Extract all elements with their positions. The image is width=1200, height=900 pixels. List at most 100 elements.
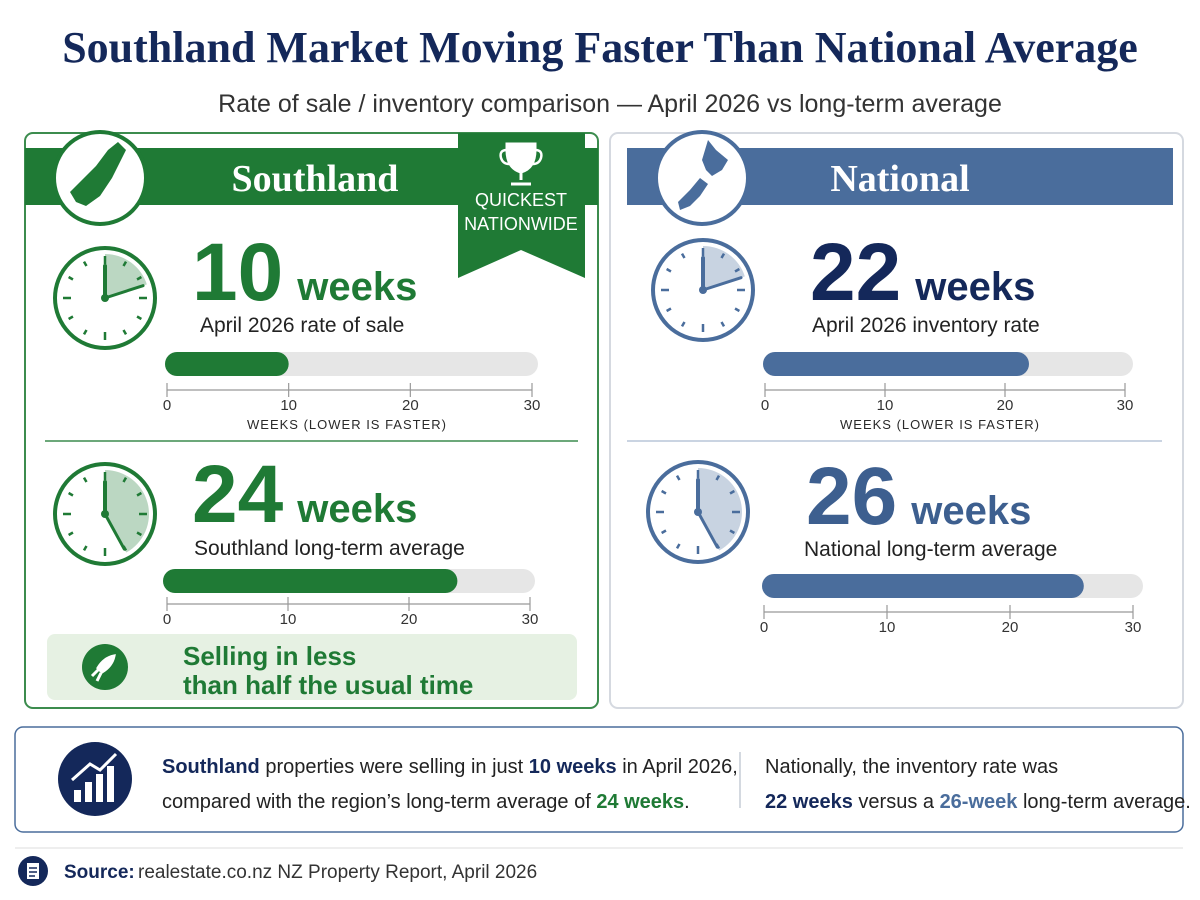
- metric-label: April 2026 rate of sale: [200, 314, 404, 337]
- clock-tick: [136, 531, 142, 537]
- x-tick-label: 30: [1117, 397, 1134, 414]
- clock-center: [699, 286, 707, 294]
- clock-tick: [720, 253, 726, 259]
- axis-label: WEEKS (LOWER IS FASTER): [840, 417, 1040, 432]
- clock-hand: [103, 512, 126, 551]
- clock-tick: [661, 489, 667, 495]
- callout: Selling in less than half the usual time: [47, 634, 577, 700]
- bar: [763, 352, 1029, 376]
- summary-text: 10 weeks: [529, 756, 617, 778]
- gauge: 22 weeks April 2026 inventory rate 0 10 20 30 W…: [651, 227, 1134, 432]
- clock-center: [101, 294, 109, 302]
- summary-text: long-term average.: [1017, 791, 1190, 813]
- clock-tick: [661, 529, 667, 535]
- clock-tick: [680, 253, 686, 259]
- x-tick-label: 0: [761, 397, 769, 414]
- gauge: 24 weeks Southland long-term average 0 10 20 3…: [53, 449, 539, 628]
- clock-tick: [136, 315, 142, 321]
- clock-tick: [734, 307, 740, 313]
- clock-tick: [122, 477, 128, 483]
- metric-label: Southland long-term average: [194, 537, 465, 560]
- clock-hand: [701, 276, 743, 292]
- clock-tick: [68, 275, 74, 281]
- clock-tick: [136, 491, 142, 497]
- bar: [762, 574, 1084, 598]
- clock-tick: [68, 491, 74, 497]
- x-tick-label: 30: [522, 611, 539, 628]
- summary-text: in April 2026,: [617, 756, 738, 778]
- bar: [163, 569, 458, 593]
- x-tick-label: 10: [879, 619, 896, 636]
- southland-panel: [24, 132, 599, 709]
- axis-label: WEEKS (LOWER IS FASTER): [247, 417, 447, 432]
- summary-text: properties were selling in just: [260, 756, 529, 778]
- x-tick-label: 30: [1125, 619, 1142, 636]
- x-tick-label: 10: [280, 611, 297, 628]
- clock-tick: [68, 531, 74, 537]
- unit-label: weeks: [296, 265, 417, 309]
- callout-text: Selling in less: [183, 641, 356, 671]
- x-tick-label: 0: [163, 397, 171, 414]
- clock-tick: [680, 321, 686, 327]
- clock-tick: [82, 329, 88, 335]
- clock-tick: [666, 267, 672, 273]
- badge-text: QUICKEST: [475, 190, 567, 210]
- clock-tick: [82, 477, 88, 483]
- callout-text: than half the usual time: [183, 670, 473, 700]
- subtitle: Rate of sale / inventory comparison — Ap…: [218, 90, 1002, 118]
- summary-line: Southland properties were selling in jus…: [162, 756, 738, 778]
- value-label: 26: [806, 451, 897, 542]
- clock-tick: [68, 315, 74, 321]
- clock-tick: [82, 545, 88, 551]
- x-tick-label: 20: [1002, 619, 1019, 636]
- x-tick-label: 20: [997, 397, 1014, 414]
- clock-tick: [122, 329, 128, 335]
- x-tick-label: 10: [280, 397, 297, 414]
- badge: QUICKEST NATIONWIDE: [458, 133, 585, 278]
- x-tick-label: 20: [402, 397, 419, 414]
- clock-hand: [103, 284, 145, 300]
- national-map-icon: [654, 130, 750, 226]
- summary-text: versus a: [853, 791, 940, 813]
- summary-text: 26-week: [940, 791, 1019, 813]
- x-tick-label: 0: [163, 611, 171, 628]
- bar: [165, 352, 289, 376]
- gauge: 26 weeks National long-term average 0 10 20 30: [646, 451, 1143, 636]
- clock-hand: [696, 510, 719, 549]
- summary-icon: [58, 742, 132, 816]
- source-label: Source:: [64, 862, 135, 883]
- unit-label: weeks: [914, 265, 1035, 309]
- x-tick-label: 30: [524, 397, 541, 414]
- x-tick-label: 10: [877, 397, 894, 414]
- gauge: 10 weeks April 2026 rate of sale 0 10 20 30 WEE…: [53, 227, 541, 432]
- summary-text: compared with the region’s long-term ave…: [162, 791, 596, 813]
- summary-line: 22 weeks versus a 26-week long-term aver…: [765, 791, 1191, 813]
- metric-label: National long-term average: [804, 538, 1057, 561]
- clock-tick: [122, 261, 128, 267]
- clock-tick: [729, 529, 735, 535]
- summary-box: [14, 726, 1184, 833]
- clock-tick: [675, 475, 681, 481]
- value-label: 24: [192, 449, 284, 540]
- badge-text: NATIONWIDE: [464, 214, 578, 234]
- title: Southland Market Moving Faster Than Nati…: [62, 23, 1138, 72]
- summary-line: compared with the region’s long-term ave…: [162, 791, 690, 813]
- clock-tick: [715, 475, 721, 481]
- source-icon: [18, 856, 48, 886]
- southland-map-icon: [52, 130, 148, 226]
- clock-tick: [734, 267, 740, 273]
- clock-center: [101, 510, 109, 518]
- summary-text: Nationally, the inventory rate was: [765, 756, 1058, 778]
- metric-label: April 2026 inventory rate: [812, 314, 1040, 337]
- clock-tick: [729, 489, 735, 495]
- clock-tick: [675, 543, 681, 549]
- clock-tick: [666, 307, 672, 313]
- x-tick-label: 0: [760, 619, 768, 636]
- summary-text: 24 weeks: [596, 791, 684, 813]
- clock-tick: [82, 261, 88, 267]
- summary-text: .: [684, 791, 690, 813]
- panel-title: Southland: [232, 158, 399, 200]
- unit-label: weeks: [296, 487, 417, 531]
- summary-text: Southland: [162, 756, 260, 778]
